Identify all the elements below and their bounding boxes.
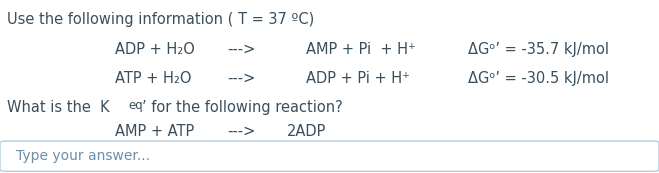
Text: --->: ---> xyxy=(227,42,256,57)
Text: AMP + Pi  + H⁺: AMP + Pi + H⁺ xyxy=(306,42,416,57)
Text: What is the  K: What is the K xyxy=(7,100,109,115)
Text: ΔGᵒʼ = -35.7 kJ/mol: ΔGᵒʼ = -35.7 kJ/mol xyxy=(468,42,609,57)
Text: ADP + Pi + H⁺: ADP + Pi + H⁺ xyxy=(306,71,411,86)
Text: ATP + H₂O: ATP + H₂O xyxy=(115,71,192,86)
Text: Use the following information ( T = 37 ºC): Use the following information ( T = 37 º… xyxy=(7,12,314,27)
FancyBboxPatch shape xyxy=(0,141,659,171)
Text: Type your answer...: Type your answer... xyxy=(16,149,150,163)
Text: ΔGᵒʼ = -30.5 kJ/mol: ΔGᵒʼ = -30.5 kJ/mol xyxy=(468,71,609,86)
Text: AMP + ATP: AMP + ATP xyxy=(115,124,194,139)
Text: 2ADP: 2ADP xyxy=(287,124,326,139)
Text: eq: eq xyxy=(129,99,143,112)
Text: --->: ---> xyxy=(227,124,256,139)
Text: ADP + H₂O: ADP + H₂O xyxy=(115,42,195,57)
Text: --->: ---> xyxy=(227,71,256,86)
Text: ’ for the following reaction?: ’ for the following reaction? xyxy=(142,100,343,115)
